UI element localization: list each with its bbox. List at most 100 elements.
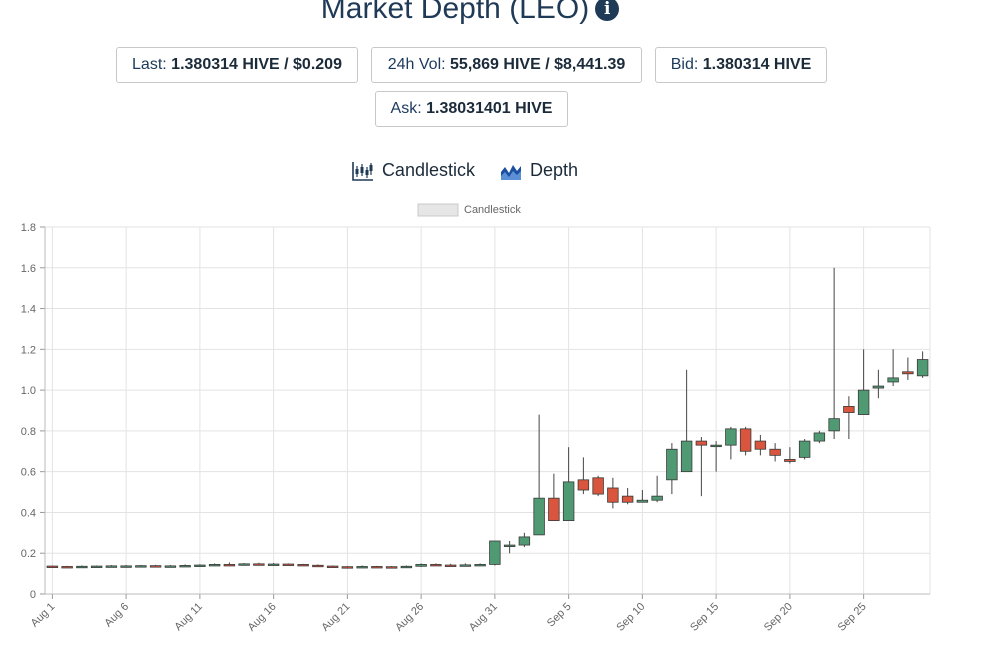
candle-body-up bbox=[725, 428, 737, 446]
candle bbox=[356, 565, 368, 569]
candle-body-up bbox=[415, 564, 427, 567]
candle bbox=[887, 349, 899, 387]
candle-body-up bbox=[238, 563, 250, 566]
x-tick-label: Aug 6 bbox=[102, 601, 131, 630]
candle bbox=[607, 477, 619, 509]
candle bbox=[828, 267, 840, 440]
candle bbox=[548, 473, 560, 521]
candle-body-up bbox=[120, 565, 132, 568]
candle bbox=[282, 563, 295, 566]
x-tick-label: Sep 15 bbox=[688, 601, 721, 634]
candle-body-down bbox=[371, 566, 383, 569]
candle bbox=[592, 475, 604, 497]
candle bbox=[61, 565, 73, 569]
candle bbox=[533, 414, 545, 536]
last-price-value: 1.380314 HIVE / $0.209 bbox=[171, 56, 342, 73]
candle-body-up bbox=[798, 440, 811, 458]
candle-body-down bbox=[253, 563, 265, 566]
candle-body-down bbox=[46, 565, 59, 568]
candle bbox=[430, 563, 442, 567]
candle bbox=[267, 563, 280, 566]
candle-body-down bbox=[297, 564, 309, 567]
candle bbox=[725, 426, 737, 460]
candlestick-icon bbox=[352, 161, 373, 181]
candle bbox=[784, 447, 796, 464]
candle-body-down bbox=[430, 564, 442, 567]
candle-body-down bbox=[282, 563, 295, 566]
candle bbox=[400, 565, 413, 569]
candle-body-up bbox=[710, 444, 722, 448]
candle bbox=[680, 369, 693, 473]
candle bbox=[636, 490, 649, 503]
candle bbox=[223, 562, 236, 567]
candle-body-up bbox=[105, 565, 118, 568]
candle-body-up bbox=[459, 564, 472, 567]
candle-body-down bbox=[326, 565, 339, 568]
candle bbox=[857, 349, 870, 415]
page-title-text: Market Depth (LEO) bbox=[320, 0, 590, 25]
candle-body-down bbox=[607, 487, 619, 503]
candle-body-up bbox=[76, 565, 88, 569]
candle-body-down bbox=[902, 371, 914, 375]
candle bbox=[179, 564, 191, 568]
candle-body-up bbox=[887, 377, 899, 383]
candle-body-up bbox=[533, 497, 545, 536]
chart-legend[interactable]: Candlestick bbox=[417, 203, 521, 217]
tab-candlestick[interactable]: Candlestick bbox=[352, 160, 475, 181]
candle bbox=[489, 540, 501, 566]
candle bbox=[326, 565, 339, 568]
candle bbox=[577, 457, 590, 495]
x-tick-label: Sep 5 bbox=[545, 601, 574, 630]
candle-body-down bbox=[843, 406, 855, 413]
candle-body-up bbox=[474, 564, 486, 567]
candle-body-up bbox=[503, 544, 516, 547]
candle bbox=[415, 563, 427, 567]
candlestick-chart: Candlestick 0 0.2 0.4 0.6 0.8 1.0 1.2 1.4 1.6 1.8… bbox=[21, 203, 931, 634]
candle bbox=[253, 562, 265, 566]
candle-body-down bbox=[695, 440, 708, 446]
candle bbox=[621, 487, 634, 505]
candle bbox=[474, 563, 486, 567]
candle-body-down bbox=[385, 566, 398, 569]
candle bbox=[149, 564, 162, 568]
candle bbox=[843, 396, 855, 440]
candle bbox=[769, 443, 781, 462]
tab-depth[interactable]: Depth bbox=[500, 160, 578, 181]
candle-body-down bbox=[621, 495, 634, 503]
y-tick-label: 1.2 bbox=[21, 344, 36, 356]
depth-chart-icon bbox=[501, 164, 521, 180]
x-tick-label: Aug 11 bbox=[172, 601, 205, 634]
candle-body-up bbox=[489, 540, 501, 565]
candle bbox=[194, 564, 206, 567]
candle bbox=[208, 563, 221, 567]
y-tick-label: 0.4 bbox=[21, 507, 36, 519]
y-axis: 0 0.2 0.4 0.6 0.8 1.0 1.2 1.4 1.6 1.8 bbox=[21, 222, 46, 601]
x-tick-label: Aug 26 bbox=[393, 601, 426, 634]
x-tick-label: Aug 31 bbox=[467, 601, 500, 634]
candle-body-down bbox=[61, 566, 73, 569]
candle-body-up bbox=[857, 389, 870, 415]
candle-body-up bbox=[90, 565, 103, 568]
candle-body-up bbox=[651, 495, 663, 501]
x-tick-label: Sep 20 bbox=[762, 601, 795, 634]
info-icon[interactable]: i bbox=[595, 0, 620, 21]
candle bbox=[813, 430, 826, 444]
x-tick-label: Aug 1 bbox=[29, 601, 58, 630]
candle bbox=[312, 564, 324, 568]
candle-body-up bbox=[518, 536, 531, 546]
candle bbox=[385, 566, 398, 569]
y-tick-label: 1.0 bbox=[21, 385, 36, 397]
ask-badge: Ask: 1.38031401 HIVE bbox=[375, 91, 568, 127]
candle-body-up bbox=[208, 564, 221, 567]
candle bbox=[902, 357, 914, 380]
candle bbox=[695, 437, 708, 497]
candle bbox=[754, 434, 767, 456]
candle-body-down bbox=[548, 497, 560, 521]
candle-body-up bbox=[813, 432, 826, 442]
candle bbox=[120, 565, 132, 568]
x-tick-label: Sep 25 bbox=[836, 601, 869, 634]
candle-body-down bbox=[312, 564, 324, 568]
candle-body-up bbox=[680, 440, 693, 473]
y-tick-label: 0.2 bbox=[21, 548, 36, 560]
candle-body-down bbox=[444, 564, 457, 567]
